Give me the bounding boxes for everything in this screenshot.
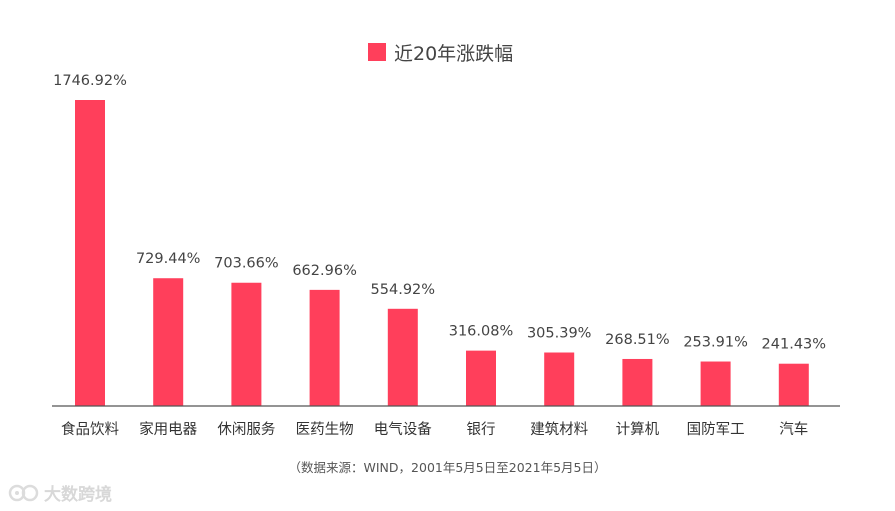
value-label-9: 253.91% — [683, 335, 748, 351]
bar-7 — [544, 352, 575, 406]
bar-8 — [622, 358, 653, 406]
watermark: 大数跨境 — [8, 480, 112, 505]
category-label-6: 银行 — [467, 421, 496, 438]
legend-label: 近20年涨跌幅 — [394, 42, 514, 65]
bar-1 — [75, 100, 105, 406]
bar-6 — [466, 350, 496, 406]
category-label-10: 汽车 — [779, 421, 808, 438]
watermark-text: 大数跨境 — [44, 485, 112, 505]
bar-9 — [700, 361, 731, 406]
category-label-1: 食品饮料 — [61, 421, 119, 438]
value-label-10: 241.43% — [762, 337, 827, 353]
bar-3 — [231, 282, 262, 406]
bar-10 — [778, 363, 809, 406]
value-label-8: 268.51% — [605, 332, 670, 348]
value-label-6: 316.08% — [449, 324, 514, 340]
legend: 近20年涨跌幅 — [368, 40, 514, 65]
value-labels-group: 1746.92% 729.44% 703.66% 662.96% 554.92% 316.… — [53, 73, 826, 353]
value-label-2: 729.44% — [136, 251, 201, 267]
category-labels-group: 食品饮料 家用电器 休闲服务 医药生物 电气设备 银行 建筑材料 计算机 国防军工 汽车 — [61, 421, 808, 438]
category-label-5: 电气设备 — [374, 421, 432, 438]
value-label-5: 554.92% — [371, 282, 436, 298]
bar-4 — [309, 289, 340, 406]
value-label-3: 703.66% — [214, 256, 279, 272]
ebrun-logo-icon — [8, 484, 39, 501]
bar-5 — [387, 308, 418, 406]
bars-group — [75, 100, 809, 406]
value-label-4: 662.96% — [292, 263, 357, 279]
category-label-2: 家用电器 — [139, 421, 197, 438]
category-label-4: 医药生物 — [296, 421, 354, 438]
category-label-7: 建筑材料 — [530, 421, 588, 438]
data-source-note: （数据来源：WIND，2001年5月5日至2021年5月5日） — [288, 460, 607, 475]
legend-swatch — [368, 43, 386, 61]
category-label-3: 休闲服务 — [217, 421, 275, 438]
value-label-1: 1746.92% — [53, 73, 127, 89]
value-label-7: 305.39% — [527, 326, 592, 342]
category-label-9: 国防军工 — [687, 421, 745, 438]
bar-2 — [153, 278, 184, 406]
category-label-8: 计算机 — [616, 421, 660, 438]
